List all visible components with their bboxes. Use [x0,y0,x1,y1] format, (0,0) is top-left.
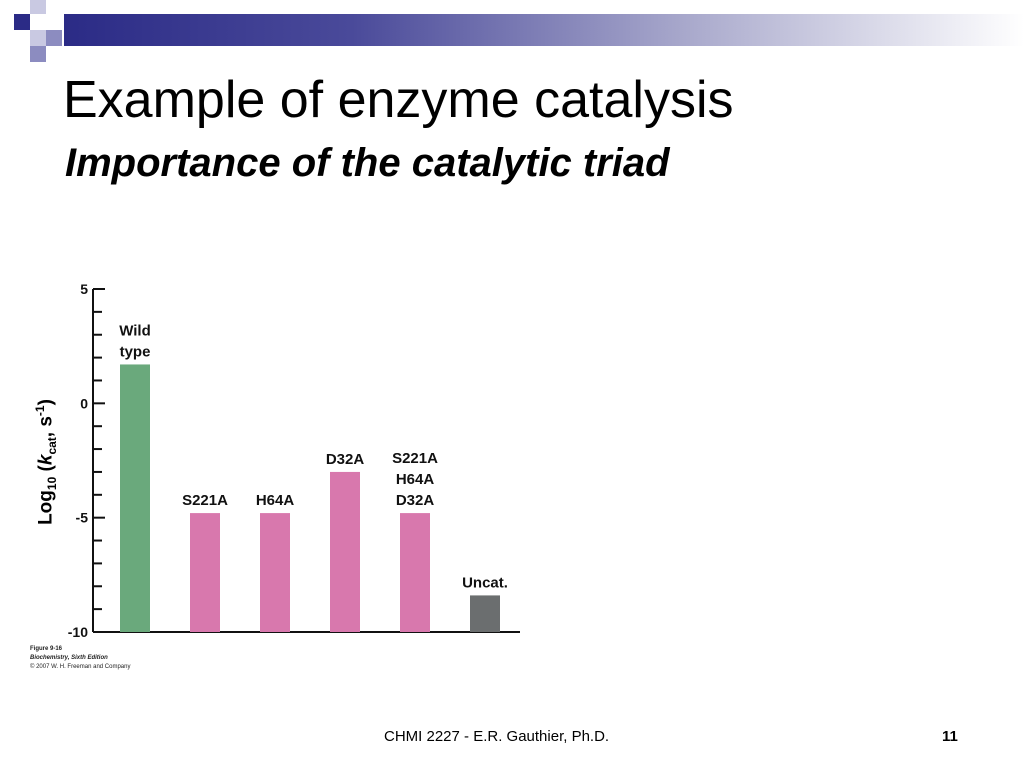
bar [120,364,150,632]
slide-subtitle: Importance of the catalytic triad [65,141,670,185]
decor-square [46,14,62,30]
y-tick-label: 0 [80,395,88,411]
header-bar [64,14,1024,46]
figure-credit-copyright: © 2007 W. H. Freeman and Company [30,664,131,670]
bar-label: Uncat. [462,574,508,591]
bar-label: S221A [392,450,438,467]
y-tick-label: -5 [76,510,89,526]
page-number: 11 [942,728,958,745]
bar-label: type [120,343,151,360]
bar-label: D32A [326,451,365,468]
slide-footer: CHMI 2227 - E.R. Gauthier, Ph.D. [384,728,610,745]
slide-title: Example of enzyme catalysis [63,71,734,129]
figure-credit-number: Figure 9-16 [30,646,63,652]
bar-chart: 5 0 -5 -10 Wild type S221A H64A D32A S221A H64A D32… [68,281,520,640]
y-tick-label: -10 [68,624,88,640]
bar-label: S221A [182,492,228,509]
bar-label: D32A [396,492,435,509]
decor-square [30,0,46,14]
y-tick-label: 5 [80,281,88,297]
bar [330,471,360,632]
decor-square [14,14,30,30]
bar [470,595,500,632]
y-axis-label: Log10 (kcat, s-1) [32,399,60,525]
bar-label: H64A [256,492,295,509]
bar [190,513,220,632]
decor-square [46,30,62,46]
bar [400,513,430,632]
bar [260,513,290,632]
decor-square [30,46,46,62]
decor-square [30,30,46,46]
bar-label: H64A [396,471,435,488]
bar-label: Wild [119,322,151,339]
figure-credit-book: Biochemistry, Sixth Edition [30,655,108,661]
